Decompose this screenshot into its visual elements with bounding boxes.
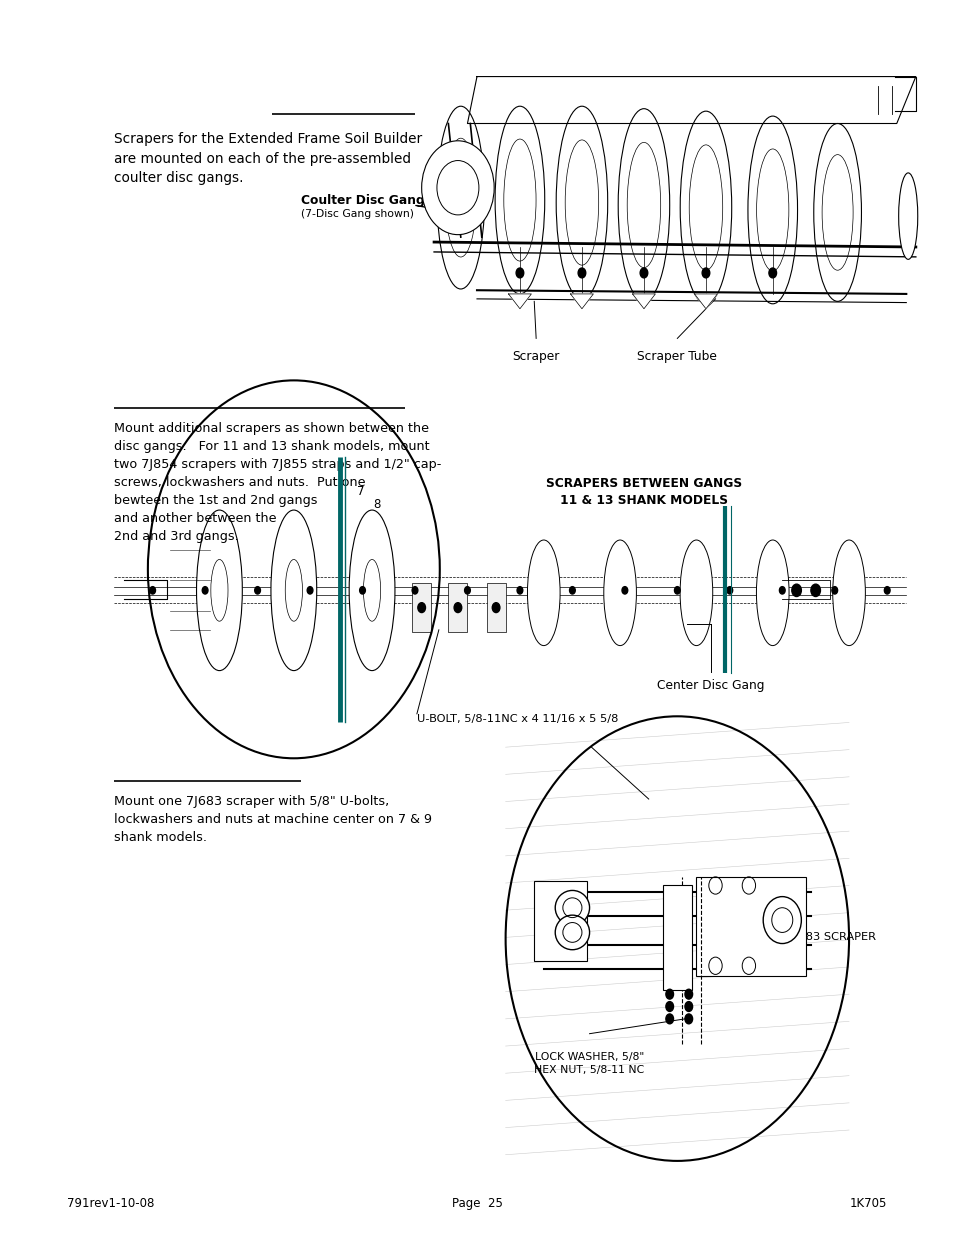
Ellipse shape	[349, 510, 395, 671]
Bar	[412, 583, 431, 632]
Ellipse shape	[495, 106, 544, 294]
Text: 8: 8	[373, 498, 380, 511]
Text: 7J683 SCRAPER: 7J683 SCRAPER	[787, 932, 875, 942]
Text: 1K705: 1K705	[849, 1197, 886, 1210]
Circle shape	[202, 587, 208, 594]
Bar	[486, 583, 505, 632]
Text: 7: 7	[356, 485, 364, 499]
Bar	[534, 881, 586, 961]
Circle shape	[779, 587, 784, 594]
Circle shape	[421, 141, 494, 235]
Bar	[448, 583, 467, 632]
Circle shape	[791, 584, 801, 597]
Circle shape	[492, 603, 499, 613]
Circle shape	[454, 603, 461, 613]
Circle shape	[621, 587, 627, 594]
Text: SCRAPERS BETWEEN GANGS
11 & 13 SHANK MODELS: SCRAPERS BETWEEN GANGS 11 & 13 SHANK MOD…	[545, 477, 741, 506]
Circle shape	[517, 587, 522, 594]
Ellipse shape	[603, 540, 636, 646]
Circle shape	[684, 989, 692, 999]
Text: Mount additional scrapers as shown between the
disc gangs.   For 11 and 13 shank: Mount additional scrapers as shown betwe…	[114, 422, 441, 543]
Text: Scrapers for the Extended Frame Soil Builder
are mounted on each of the pre-asse: Scrapers for the Extended Frame Soil Bui…	[114, 132, 422, 185]
Ellipse shape	[679, 540, 712, 646]
Circle shape	[665, 1014, 673, 1024]
Circle shape	[883, 587, 889, 594]
Polygon shape	[694, 294, 717, 309]
Text: 791rev1-10-08: 791rev1-10-08	[67, 1197, 154, 1210]
Text: Page  25: Page 25	[451, 1197, 502, 1210]
Ellipse shape	[196, 510, 242, 671]
Polygon shape	[570, 294, 593, 309]
Circle shape	[307, 587, 313, 594]
Circle shape	[417, 603, 425, 613]
Text: Center Disc Gang: Center Disc Gang	[657, 679, 763, 693]
Circle shape	[516, 268, 523, 278]
Circle shape	[831, 587, 837, 594]
Circle shape	[768, 268, 776, 278]
Ellipse shape	[527, 540, 559, 646]
Polygon shape	[467, 77, 915, 124]
Ellipse shape	[555, 915, 589, 950]
Bar	[696, 877, 805, 976]
Ellipse shape	[556, 106, 607, 299]
Ellipse shape	[555, 890, 589, 925]
Circle shape	[359, 587, 365, 594]
Ellipse shape	[271, 510, 316, 671]
Text: (7-Disc Gang shown): (7-Disc Gang shown)	[300, 209, 413, 219]
Text: Coulter Disc Gang: Coulter Disc Gang	[300, 194, 424, 207]
Circle shape	[684, 1002, 692, 1011]
Ellipse shape	[832, 540, 864, 646]
Circle shape	[665, 1002, 673, 1011]
Ellipse shape	[762, 897, 801, 944]
Circle shape	[674, 587, 679, 594]
Text: Scraper: Scraper	[512, 350, 559, 363]
Polygon shape	[632, 294, 655, 309]
Circle shape	[810, 584, 820, 597]
Circle shape	[254, 587, 260, 594]
Polygon shape	[508, 294, 531, 309]
Text: Mount one 7J683 scraper with 5/8" U-bolts,
lockwashers and nuts at machine cente: Mount one 7J683 scraper with 5/8" U-bolt…	[114, 795, 432, 845]
Circle shape	[684, 1014, 692, 1024]
Text: Scraper Tube: Scraper Tube	[637, 350, 717, 363]
Circle shape	[150, 587, 155, 594]
Text: LOCK WASHER, 5/8"
HEX NUT, 5/8-11 NC: LOCK WASHER, 5/8" HEX NUT, 5/8-11 NC	[534, 1052, 644, 1076]
Ellipse shape	[898, 173, 917, 259]
Bar	[662, 885, 691, 990]
Ellipse shape	[618, 109, 669, 301]
Circle shape	[639, 268, 647, 278]
Ellipse shape	[756, 540, 788, 646]
Circle shape	[464, 587, 470, 594]
Ellipse shape	[813, 124, 861, 301]
Ellipse shape	[436, 106, 484, 289]
Circle shape	[505, 716, 848, 1161]
Circle shape	[701, 268, 709, 278]
Circle shape	[726, 587, 732, 594]
Circle shape	[412, 587, 417, 594]
Text: U-BOLT, 5/8-11NC x 4 11/16 x 5 5/8: U-BOLT, 5/8-11NC x 4 11/16 x 5 5/8	[416, 714, 618, 724]
Circle shape	[665, 989, 673, 999]
Ellipse shape	[679, 111, 731, 304]
Circle shape	[569, 587, 575, 594]
Ellipse shape	[747, 116, 797, 304]
Circle shape	[578, 268, 585, 278]
